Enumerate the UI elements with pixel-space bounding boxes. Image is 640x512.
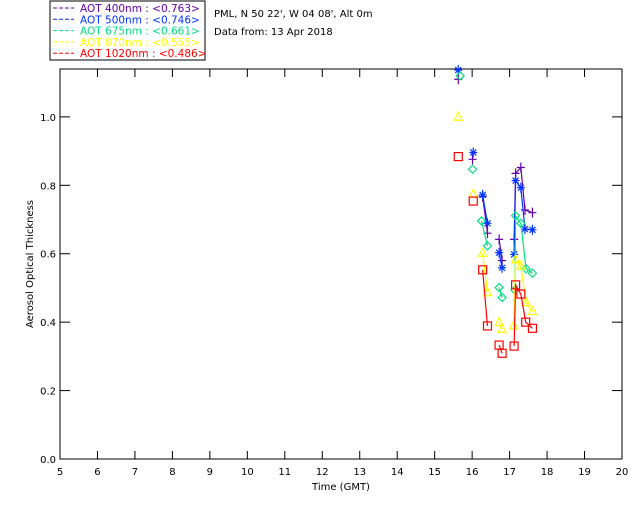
data-point-asterisk	[520, 224, 529, 235]
data-point-square	[482, 321, 493, 331]
x-tick-label: 10	[241, 467, 254, 478]
data-point-plus	[520, 204, 529, 215]
series-2	[455, 70, 538, 303]
x-tick-label: 11	[278, 467, 291, 478]
data-point-diamond	[515, 218, 526, 229]
x-axis-label: Time (GMT)	[311, 482, 370, 493]
x-tick-label: 20	[616, 467, 629, 478]
x-tick-label: 18	[541, 467, 554, 478]
x-tick-label: 12	[316, 467, 329, 478]
data-point-diamond	[455, 70, 465, 81]
plot-area	[59, 68, 623, 460]
data-point-triangle	[510, 253, 521, 264]
series-1	[454, 65, 537, 273]
data-point-square	[453, 151, 463, 162]
data-point-triangle	[497, 323, 508, 333]
series-line	[482, 194, 489, 224]
data-point-triangle	[482, 286, 493, 297]
data-point-square	[516, 289, 526, 299]
data-point-diamond	[494, 282, 504, 293]
x-tick-label: 5	[57, 467, 63, 478]
data-point-asterisk	[454, 65, 463, 76]
data-point-plus	[516, 162, 525, 173]
x-tick-label: 7	[132, 467, 138, 478]
legend: AOT 400nm : <0.763>AOT 500nm : <0.746>AO…	[53, 3, 207, 60]
y-tick-label: 0.0	[40, 455, 56, 466]
data-point-square	[509, 341, 519, 351]
y-tick-label: 0.4	[40, 318, 56, 329]
data-point-triangle	[453, 110, 464, 121]
legend-entry: AOT 400nm : <0.763>	[80, 3, 200, 15]
x-tick-label: 17	[503, 467, 516, 478]
legend-entry: AOT 870nm : <0.555>	[80, 37, 200, 49]
data-point-diamond	[510, 210, 521, 221]
y-tick-label: 0.2	[40, 387, 56, 398]
data-point-square	[527, 323, 538, 333]
data-point-asterisk	[511, 175, 520, 186]
series-line	[482, 269, 489, 326]
data-point-square	[510, 280, 521, 290]
info-location: PML, N 50 22', W 04 08', Alt 0m	[214, 9, 373, 20]
data-point-plus	[495, 234, 504, 245]
info-date: Data from: 13 Apr 2018	[214, 27, 333, 38]
data-point-asterisk	[478, 189, 487, 200]
data-point-square	[497, 348, 507, 358]
data-point-diamond	[467, 164, 478, 175]
y-tick-label: 0.6	[40, 250, 56, 261]
data-point-diamond	[476, 216, 487, 226]
legend-box	[49, 0, 206, 61]
x-tick-label: 9	[207, 467, 213, 478]
series-4	[453, 151, 538, 358]
axes: 5 6 7 8 9 10 11 12 13 14 15 16 17 18 19 20 0.0 0.2 0.4 0.6 0…	[40, 69, 628, 478]
data-point-diamond	[527, 268, 538, 279]
y-tick-label: 0.8	[40, 181, 56, 192]
data-point-square	[478, 265, 488, 275]
data-point-triangle	[477, 247, 488, 257]
data-point-asterisk	[495, 247, 504, 258]
series-0	[454, 74, 537, 266]
x-tick-label: 16	[466, 467, 479, 478]
y-axis-label: Aerosol Optical Thickness	[25, 200, 36, 328]
series-line	[480, 220, 489, 247]
data-point-asterisk	[469, 147, 478, 158]
data-point-asterisk	[498, 262, 507, 273]
data-point-asterisk	[510, 249, 519, 260]
x-tick-label: 8	[169, 467, 175, 478]
data-point-asterisk	[528, 224, 537, 235]
series-3	[453, 110, 538, 333]
data-point-diamond	[482, 241, 493, 251]
legend-entry: AOT 675nm : <0.661>	[80, 26, 200, 38]
x-tick-label: 6	[94, 467, 100, 478]
x-tick-label: 15	[428, 467, 441, 478]
data-point-asterisk	[516, 182, 525, 193]
legend-entry: AOT 1020nm : <0.486>	[80, 48, 207, 60]
series-line	[482, 253, 489, 293]
legend-entry: AOT 500nm : <0.746>	[80, 14, 200, 26]
series-line	[498, 287, 503, 298]
data-point-square	[468, 196, 478, 206]
data-point-plus	[528, 207, 537, 218]
data-point-plus	[468, 154, 477, 165]
data-point-triangle	[515, 259, 526, 270]
data-point-asterisk	[483, 218, 492, 229]
data-point-square	[521, 317, 531, 327]
x-tick-label: 13	[353, 467, 366, 478]
x-tick-label: 19	[578, 467, 591, 478]
data-point-triangle	[508, 319, 519, 330]
data-point-triangle	[494, 316, 505, 327]
x-tick-label: 14	[391, 467, 404, 478]
data-point-diamond	[497, 292, 507, 303]
data-point-triangle	[468, 187, 479, 198]
y-tick-label: 1.0	[40, 113, 56, 124]
data-marks	[453, 65, 538, 358]
data-point-triangle	[521, 296, 532, 307]
data-point-triangle	[527, 305, 538, 316]
